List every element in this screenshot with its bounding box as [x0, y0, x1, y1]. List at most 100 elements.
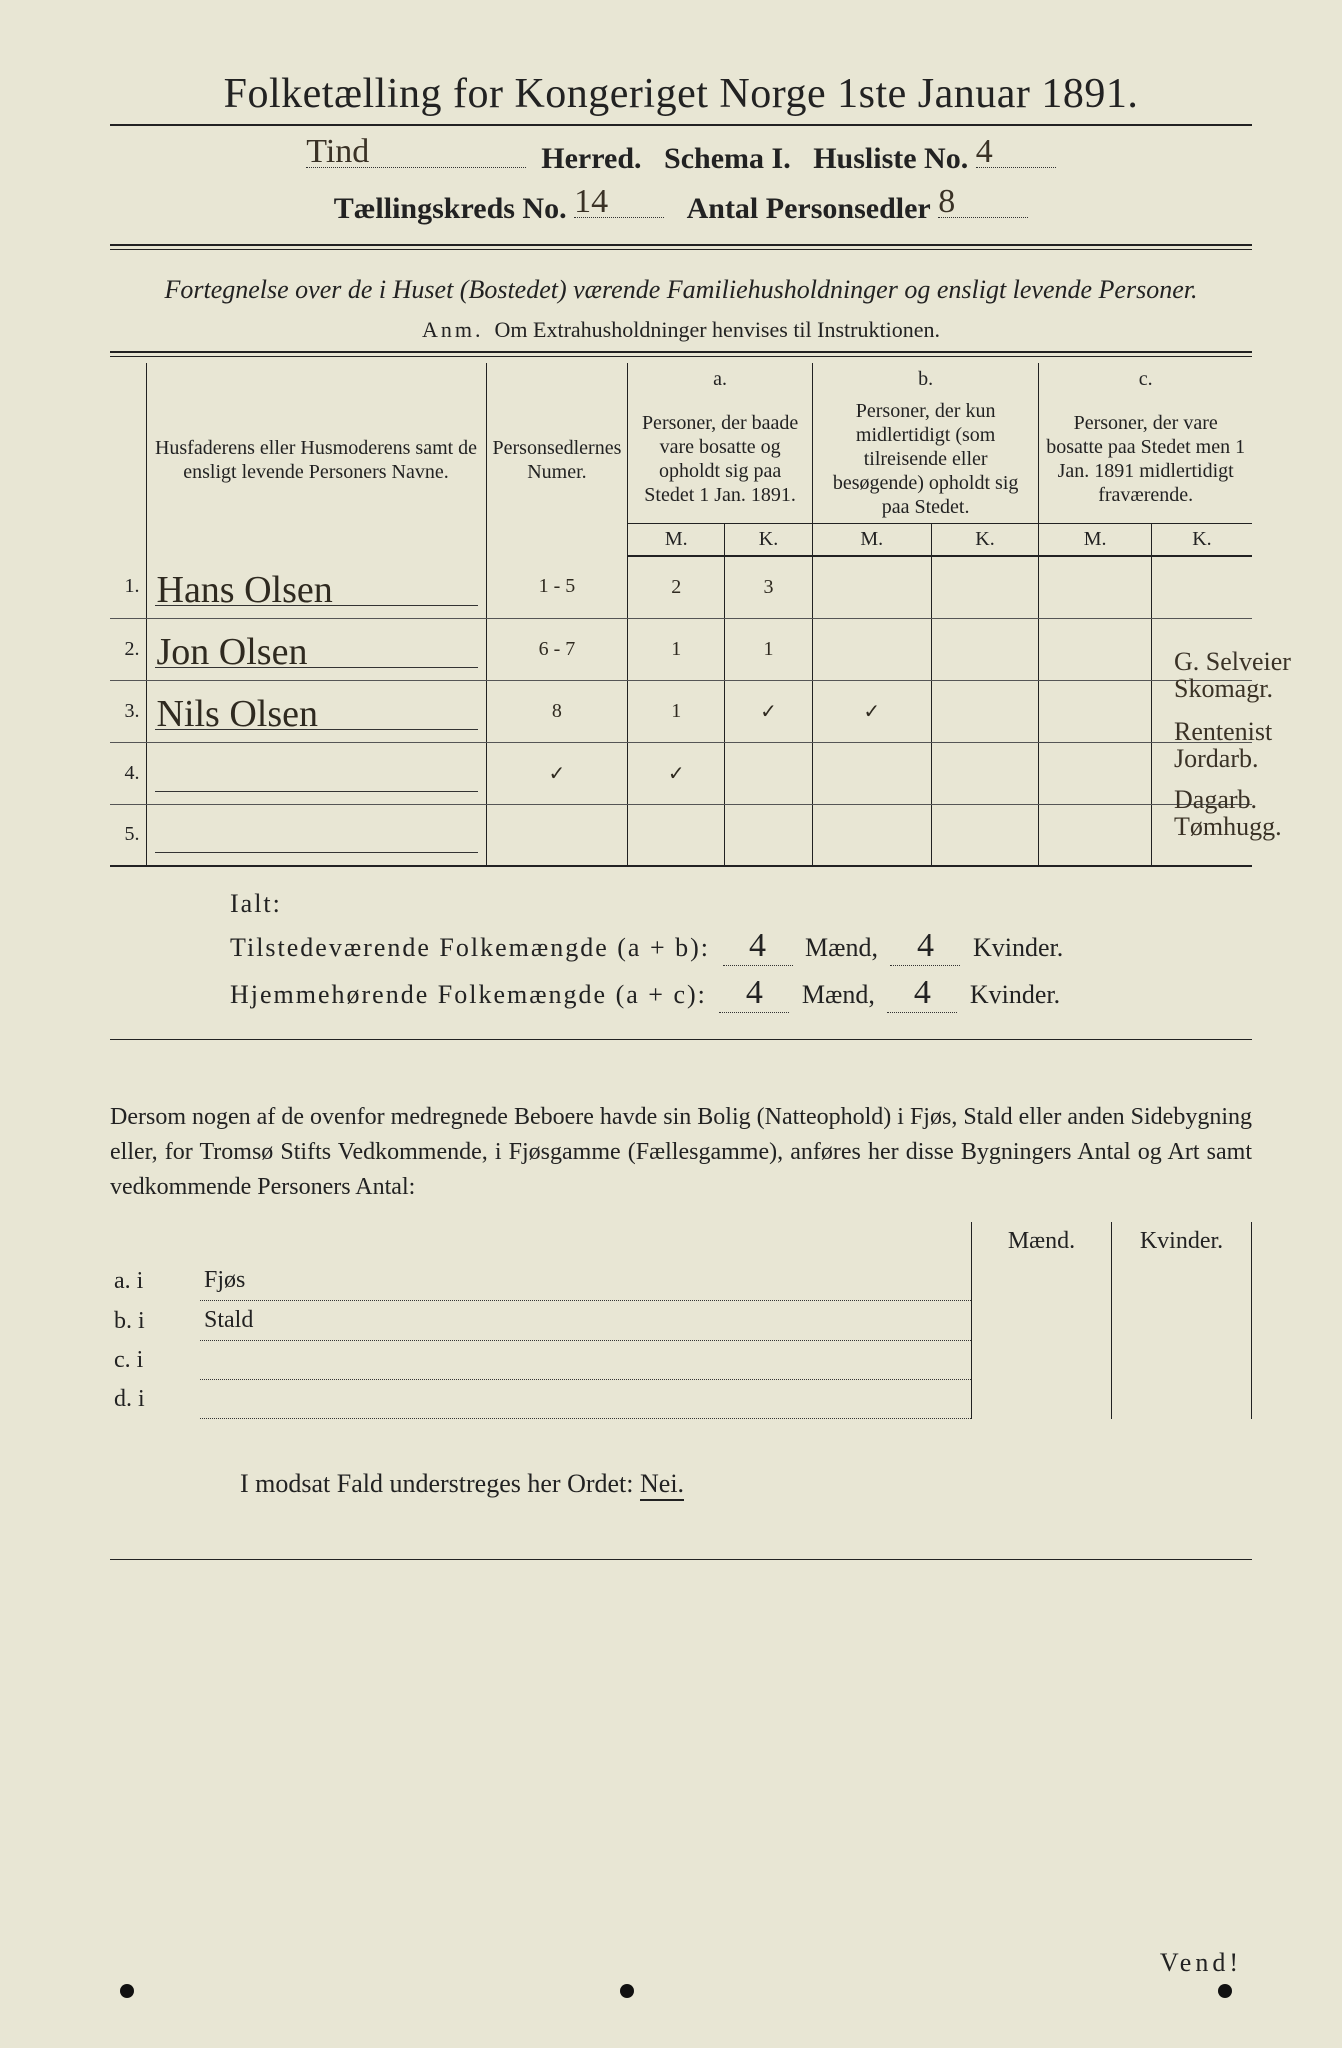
husliste-value: 4 [976, 133, 993, 171]
kreds-label: Tællingskreds No. [334, 192, 567, 225]
nei-line: I modsat Fald understreges her Ordet: Ne… [240, 1469, 1252, 1499]
side-row-label: b. i [110, 1301, 200, 1341]
header-line-2: Tællingskreds No. 14 Antal Personsedler … [110, 188, 1252, 226]
cell-ak: 1 [725, 618, 813, 680]
col-bm: M. [812, 524, 931, 557]
cell-bm [812, 556, 931, 618]
side-k [1112, 1261, 1252, 1301]
numer-cell: 8 [486, 680, 628, 742]
cell-bk [931, 618, 1039, 680]
anm-line: Anm. Om Extrahusholdninger henvises til … [110, 317, 1252, 343]
side-row-text: Stald [200, 1301, 972, 1341]
numer-cell [486, 804, 628, 866]
cell-ak: 3 [725, 556, 813, 618]
side-row-text: Fjøs [200, 1261, 972, 1301]
punch-hole [1218, 1984, 1232, 1998]
col-b-head: b. [812, 363, 1038, 395]
margin-note: G. Selveier Skomagr. [1174, 648, 1324, 703]
subtitle: Fortegnelse over de i Huset (Bostedet) v… [110, 272, 1252, 307]
numer-cell: ✓ [486, 742, 628, 804]
page-title: Folketælling for Kongeriget Norge 1ste J… [110, 70, 1252, 118]
margin-note: Rentenist Jordarb. [1174, 718, 1324, 773]
totals-line-1: Tilstedeværende Folkemængde (a + b): 4 M… [230, 927, 1252, 966]
herred-label: Herred. [541, 142, 641, 175]
cell-bm [812, 618, 931, 680]
tot-k1: 4 [890, 927, 960, 966]
totals-line-2: Hjemmehørende Folkemængde (a + c): 4 Mæn… [230, 974, 1252, 1013]
col-cm: M. [1039, 524, 1152, 557]
cell-cm [1039, 742, 1152, 804]
punch-hole [620, 1984, 634, 1998]
census-form-page: Folketælling for Kongeriget Norge 1ste J… [0, 0, 1342, 2048]
name-cell [146, 804, 486, 866]
margin-note: Dagarb. Tømhugg. [1174, 786, 1324, 841]
tot-k2: 4 [887, 974, 957, 1013]
row-number: 5. [110, 804, 146, 866]
rule [110, 1039, 1252, 1040]
punch-hole [120, 1984, 134, 1998]
col-a-head: a. [628, 363, 813, 395]
herred-value: Tind [306, 133, 369, 171]
schema-label: Schema I. [664, 142, 791, 175]
table-row: 3.Nils Olsen81✓✓ [110, 680, 1252, 742]
col-c-head: c. [1039, 363, 1252, 395]
table-row: 4.✓✓ [110, 742, 1252, 804]
cell-cm [1039, 804, 1152, 866]
cell-cm [1039, 680, 1152, 742]
numer-cell: 6 - 7 [486, 618, 628, 680]
side-row-text [200, 1380, 972, 1419]
rule [110, 1559, 1252, 1560]
cell-bm [812, 742, 931, 804]
cell-am: 1 [628, 618, 725, 680]
side-row: b. iStald [110, 1301, 1252, 1341]
col-am: M. [628, 524, 725, 557]
side-row: c. i [110, 1341, 1252, 1380]
anm-text: Om Extrahusholdninger henvises til Instr… [495, 317, 940, 342]
side-k [1112, 1341, 1252, 1380]
rule [110, 124, 1252, 126]
name-cell: Nils Olsen [146, 680, 486, 742]
name-cell [146, 742, 486, 804]
col-ak: K. [725, 524, 813, 557]
row-number: 1. [110, 556, 146, 618]
cell-bk [931, 556, 1039, 618]
household-table: Husfaderens eller Husmoderens samt de en… [110, 363, 1252, 867]
table-row: 2.Jon Olsen6 - 711 [110, 618, 1252, 680]
side-row: a. iFjøs [110, 1261, 1252, 1301]
col-numer: Personsedlernes Numer. [486, 363, 628, 556]
husliste-label: Husliste No. [813, 142, 968, 175]
cell-ck [1151, 556, 1252, 618]
rule [110, 249, 1252, 250]
cell-ak: ✓ [725, 680, 813, 742]
row-number: 4. [110, 742, 146, 804]
cell-cm [1039, 618, 1152, 680]
side-m [972, 1380, 1112, 1419]
name-cell: Jon Olsen [146, 618, 486, 680]
side-row-label: a. i [110, 1261, 200, 1301]
col-b-text: Personer, der kun midlertidigt (som tilr… [812, 395, 1038, 524]
sidebygning-table: Mænd. Kvinder. a. iFjøsb. iStaldc. id. i [110, 1222, 1252, 1419]
table-row: 1.Hans Olsen1 - 523 [110, 556, 1252, 618]
rule [110, 351, 1252, 353]
rule [110, 356, 1252, 357]
col-ck: K. [1151, 524, 1252, 557]
side-row-label: d. i [110, 1380, 200, 1419]
tot-m1: 4 [723, 927, 793, 966]
table-row: 5. [110, 804, 1252, 866]
anm-leader: Anm. [422, 317, 484, 342]
row-number: 2. [110, 618, 146, 680]
vend-label: Vend! [1160, 1948, 1242, 1978]
tot-m2: 4 [719, 974, 789, 1013]
col-names: Husfaderens eller Husmoderens samt de en… [146, 363, 486, 556]
side-maend: Mænd. [972, 1222, 1112, 1261]
side-kvinder: Kvinder. [1112, 1222, 1252, 1261]
antal-value: 8 [938, 183, 955, 221]
col-a-text: Personer, der baade vare bosatte og opho… [628, 395, 813, 524]
ialt-label: Ialt: [230, 889, 1252, 919]
cell-bm: ✓ [812, 680, 931, 742]
cell-ak [725, 742, 813, 804]
side-row-text [200, 1341, 972, 1380]
cell-am: 1 [628, 680, 725, 742]
nei-word: Nei. [640, 1469, 684, 1501]
col-bk: K. [931, 524, 1039, 557]
